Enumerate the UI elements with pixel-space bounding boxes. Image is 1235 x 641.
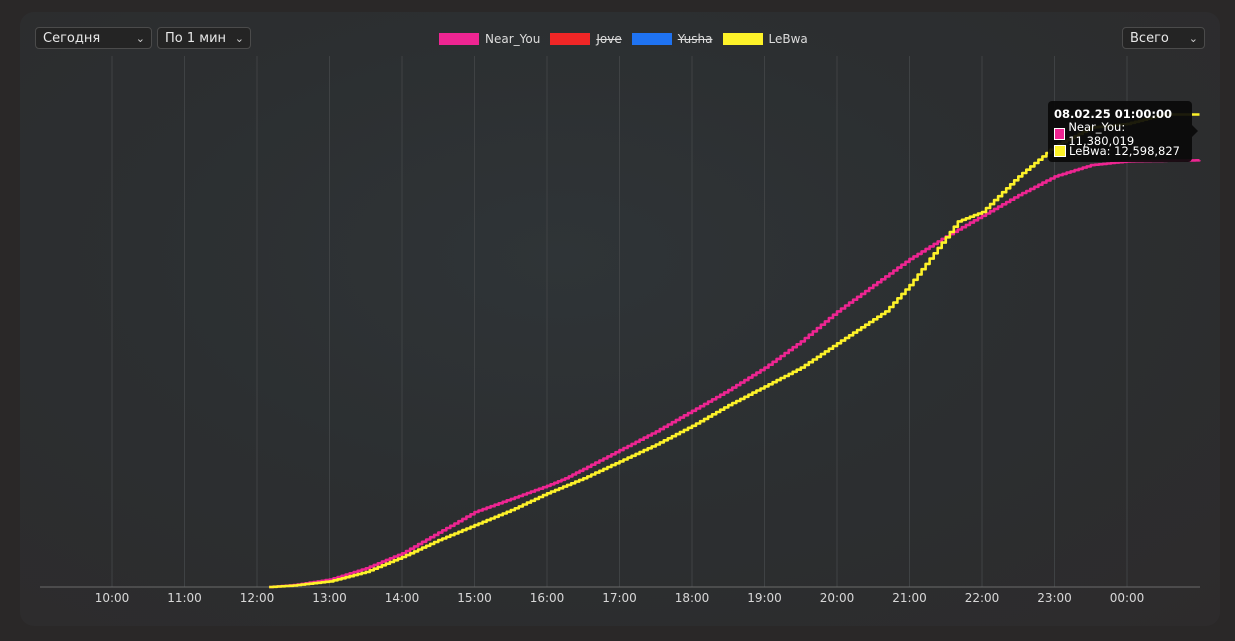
legend-item-lebwa[interactable]: LeBwa <box>722 32 808 46</box>
legend-item-jove[interactable]: Jove <box>550 32 622 46</box>
x-tick-label: 22:00 <box>965 591 1000 605</box>
x-tick-label: 20:00 <box>820 591 855 605</box>
chevron-down-icon: ⌄ <box>135 32 145 45</box>
legend-swatch <box>550 33 591 45</box>
tooltip-swatch <box>1054 127 1066 140</box>
x-tick-label: 13:00 <box>312 591 347 605</box>
x-axis-ticks: 10:00 11:00 12:00 13:00 14:00 15:00 16:00 17:00… <box>95 591 1145 605</box>
tooltip-row-lebwa: LeBwa: 12,598,827 <box>1054 142 1186 159</box>
period-select[interactable]: Сегодня ⌄ <box>35 27 152 49</box>
tooltip-value: Near_You: 11,380,019 <box>1068 119 1135 148</box>
legend-label: Jove <box>596 32 622 46</box>
interval-select[interactable]: По 1 мин ⌄ <box>157 27 251 49</box>
legend-label: Yusha <box>677 32 713 46</box>
tooltip-swatch <box>1054 144 1066 157</box>
legend-label: LeBwa <box>768 32 808 46</box>
series-line-near-you[interactable] <box>269 159 1201 589</box>
chart-legend: Near_You Jove Yusha LeBwa <box>439 30 818 48</box>
legend-swatch <box>631 33 672 45</box>
tooltip-title: 08.02.25 01:00:00 <box>1054 107 1172 121</box>
series-line-lebwa[interactable] <box>269 113 1200 589</box>
series-lines <box>269 113 1201 589</box>
range-select-value: Всего <box>1130 31 1169 46</box>
interval-select-value: По 1 мин <box>165 31 227 46</box>
x-tick-label: 19:00 <box>747 591 782 605</box>
x-tick-label: 17:00 <box>602 591 637 605</box>
period-select-value: Сегодня <box>43 31 101 46</box>
chevron-down-icon: ⌄ <box>1188 32 1198 45</box>
tooltip-value: LeBwa: 12,598,827 <box>1069 143 1180 158</box>
legend-item-near-you[interactable]: Near_You <box>439 32 540 46</box>
x-tick-label: 14:00 <box>385 591 420 605</box>
x-tick-label: 00:00 <box>1110 591 1145 605</box>
x-tick-label: 21:00 <box>892 591 927 605</box>
legend-swatch <box>722 33 763 45</box>
range-select[interactable]: Всего ⌄ <box>1122 27 1205 49</box>
chart-tooltip: 08.02.25 01:00:00 Near_You: 11,380,019 L… <box>1048 101 1198 162</box>
chevron-down-icon: ⌄ <box>234 32 244 45</box>
legend-swatch <box>439 33 479 45</box>
x-tick-label: 23:00 <box>1037 591 1072 605</box>
x-tick-label: 18:00 <box>675 591 710 605</box>
tooltip-row-near-you: Near_You: 11,380,019 <box>1054 120 1186 148</box>
x-tick-label: 12:00 <box>240 591 275 605</box>
legend-label: Near_You <box>485 32 541 46</box>
x-tick-label: 10:00 <box>95 591 130 605</box>
x-tick-label: 16:00 <box>530 591 565 605</box>
x-tick-label: 15:00 <box>457 591 492 605</box>
x-tick-label: 11:00 <box>167 591 202 605</box>
legend-item-yusha[interactable]: Yusha <box>631 32 713 46</box>
grid-lines <box>111 56 1128 587</box>
